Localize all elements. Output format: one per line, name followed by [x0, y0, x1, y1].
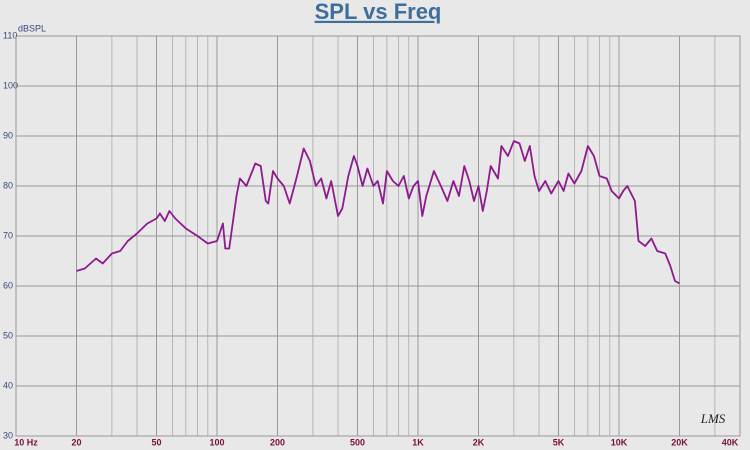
y-tick-label: 60: [3, 280, 13, 290]
y-tick-label: 70: [3, 230, 13, 240]
x-tick-label: 10 Hz: [14, 437, 38, 447]
y-tick-label: 40: [3, 380, 13, 390]
chart-title: SPL vs Freq: [315, 0, 442, 24]
x-tick-label: 2K: [473, 437, 485, 447]
x-tick-label: 50: [151, 437, 161, 447]
y-tick-label: 50: [3, 330, 13, 340]
x-tick-label: 40K: [722, 437, 739, 447]
y-tick-label: 90: [3, 130, 13, 140]
spl-line: [76, 140, 680, 285]
x-tick-label: 500: [350, 437, 365, 447]
y-tick-label: 110: [3, 30, 17, 40]
x-tick-label: 5K: [553, 437, 565, 447]
y-tick-label: 30: [3, 430, 13, 440]
x-tick-label: 100: [209, 437, 224, 447]
y-axis-label: dBSPL: [18, 23, 46, 33]
y-tick-label: 100: [3, 80, 18, 90]
y-tick-label: 80: [3, 180, 13, 190]
x-tick-label: 10K: [611, 437, 628, 447]
x-tick-label: 20K: [671, 437, 688, 447]
x-tick-label: 1K: [412, 437, 424, 447]
logo: LMS: [700, 411, 726, 426]
x-tick-label: 20: [71, 437, 81, 447]
x-tick-label: 200: [270, 437, 285, 447]
plot: [76, 140, 680, 285]
